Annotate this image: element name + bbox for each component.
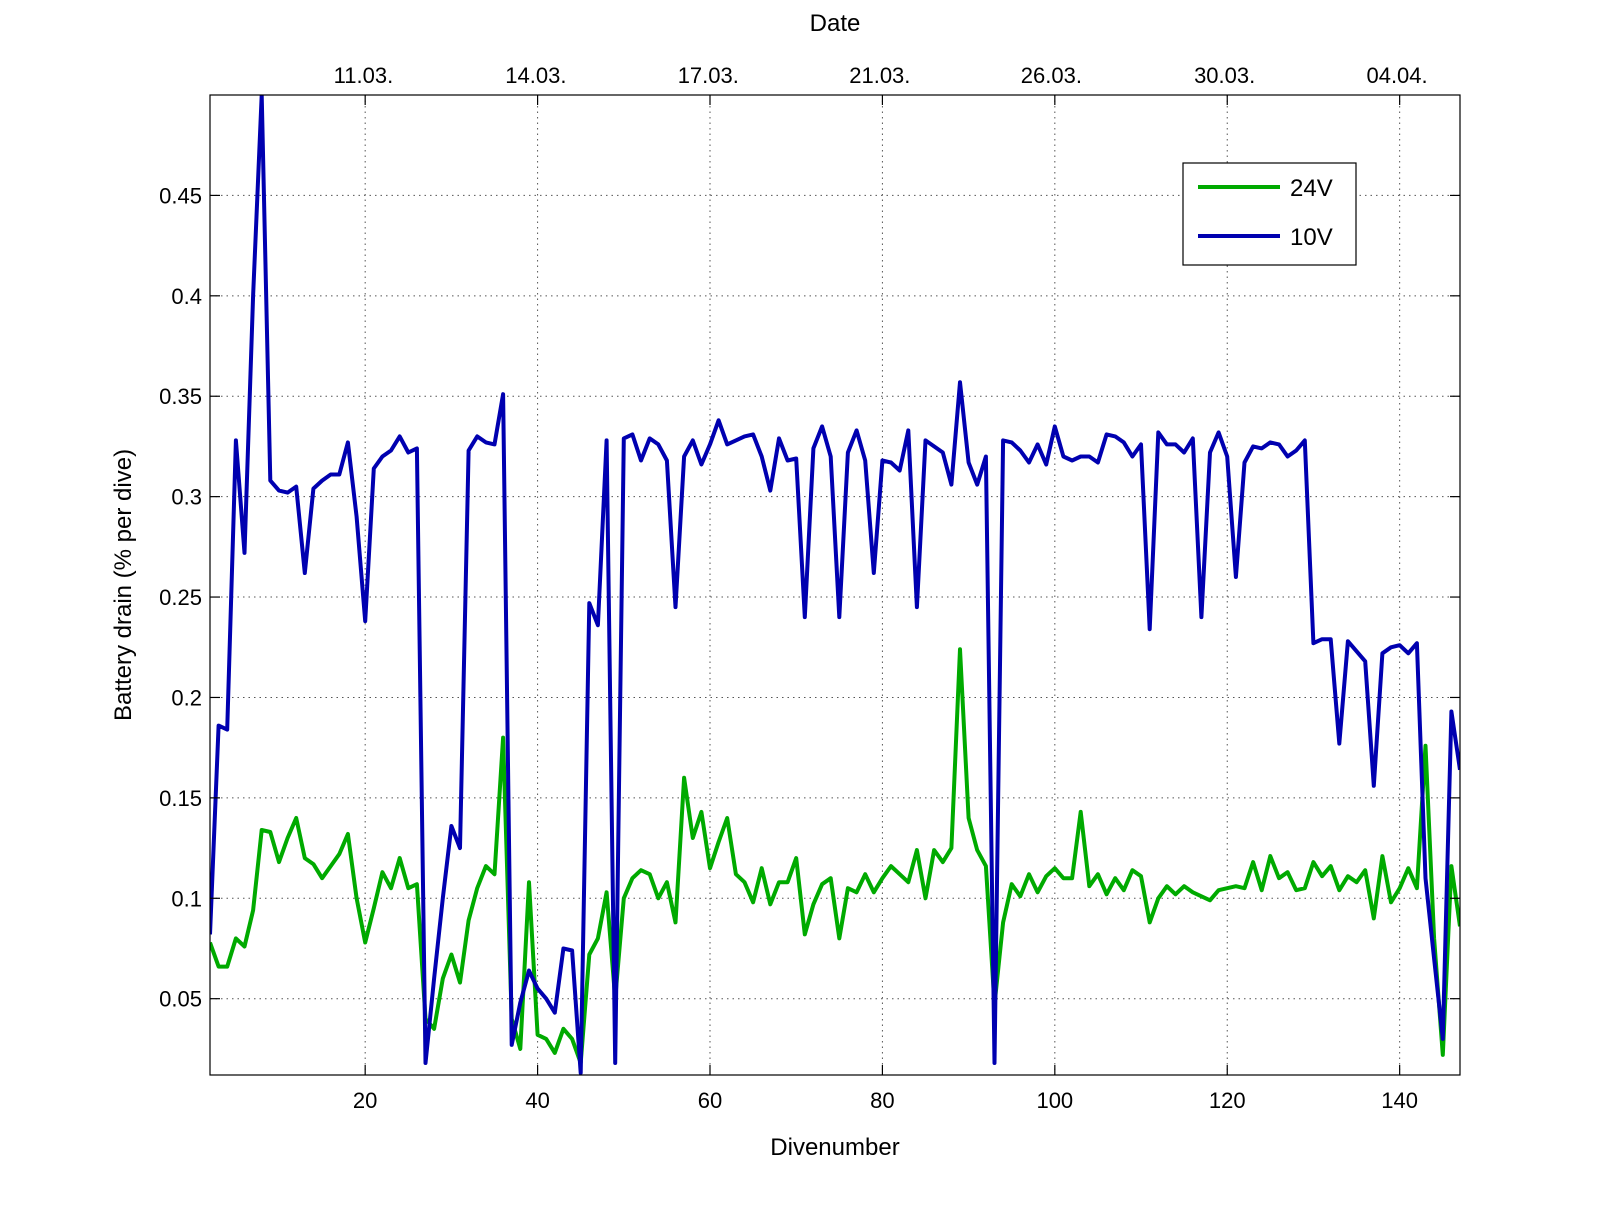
x-tick-label: 100 — [1036, 1088, 1073, 1113]
x-tick-label: 40 — [525, 1088, 549, 1113]
y-tick-label: 0.1 — [171, 886, 202, 911]
legend-label-10v: 10V — [1290, 224, 1333, 251]
y-tick-label: 0.15 — [159, 786, 202, 811]
y-tick-label: 0.25 — [159, 585, 202, 610]
legend: 24V 10V — [1182, 162, 1357, 266]
date-tick-label: 17.03. — [678, 63, 739, 88]
legend-label-24v: 24V — [1290, 175, 1333, 202]
y-tick-label: 0.4 — [171, 284, 202, 309]
y-axis-label: Battery drain (% per dive) — [110, 449, 137, 721]
x-tick-label: 20 — [353, 1088, 377, 1113]
y-tick-label: 0.35 — [159, 384, 202, 409]
x-tick-label: 140 — [1381, 1088, 1418, 1113]
axis-ticks: 20 40 60 80 100 120 140 0.05 0.1 0.15 0.2 0.25 0.3 0.… — [159, 63, 1460, 1113]
date-tick-label: 26.03. — [1021, 63, 1082, 88]
y-tick-label: 0.2 — [171, 685, 202, 710]
date-tick-label: 11.03. — [334, 63, 394, 88]
x-axis-label: Divenumber — [770, 1134, 899, 1161]
date-tick-label: 04.04. — [1366, 63, 1427, 88]
series-line-10v — [210, 95, 1460, 1075]
axis-labels: Divenumber Date Battery drain (% per div… — [110, 10, 900, 1161]
top-axis-label: Date — [810, 10, 861, 37]
date-tick-label: 30.03. — [1194, 63, 1255, 88]
y-tick-label: 0.3 — [171, 485, 202, 510]
series-line-24v — [210, 647, 1460, 1065]
grid-lines — [210, 95, 1460, 1075]
legend-box — [1182, 162, 1357, 266]
x-tick-label: 80 — [870, 1088, 894, 1113]
data-series — [210, 95, 1460, 1075]
date-tick-label: 14.03. — [505, 63, 566, 88]
plot-frame — [209, 94, 1461, 1076]
x-tick-label: 120 — [1209, 1088, 1246, 1113]
y-tick-label: 0.45 — [159, 183, 202, 208]
y-tick-label: 0.05 — [159, 987, 202, 1012]
date-tick-label: 21.03. — [849, 63, 910, 88]
x-tick-label: 60 — [698, 1088, 722, 1113]
